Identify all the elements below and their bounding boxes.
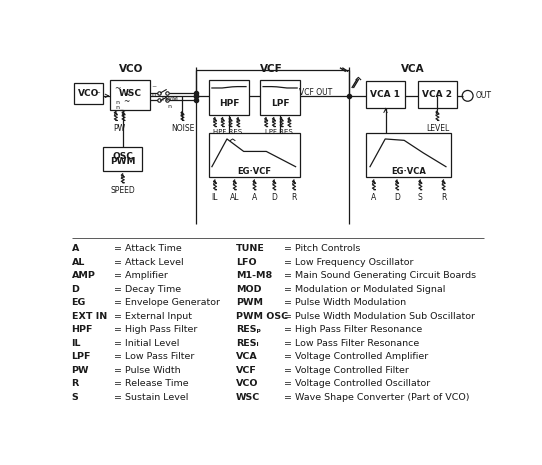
Text: HPF RES.: HPF RES. [213,129,244,135]
Text: = Pulse Width Modulation: = Pulse Width Modulation [284,299,406,307]
Text: PWM: PWM [236,299,263,307]
Text: PW: PW [72,366,89,375]
Text: WSC: WSC [236,392,260,402]
Bar [209,80,249,115]
Text: IL: IL [212,193,218,202]
Text: VCF: VCF [260,64,283,73]
Text: ~: ~ [124,98,130,106]
Text: R: R [72,379,79,388]
Text: PW: PW [113,124,125,133]
Text: = Envelope Generator: = Envelope Generator [114,299,220,307]
Text: MOD: MOD [236,285,261,294]
Text: RESₗ: RESₗ [236,339,259,348]
Text: LPF: LPF [72,352,91,361]
Text: n: n [152,92,156,97]
Bar [74,83,104,104]
Text: NOISE: NOISE [171,124,194,133]
Text: S: S [418,193,423,202]
Text: RESₚ: RESₚ [236,326,261,334]
Text: S: S [72,392,79,402]
Text: WSC: WSC [118,89,141,98]
Text: VCA 2: VCA 2 [422,90,453,99]
Text: EG: EG [72,299,86,307]
Text: TUNE: TUNE [236,245,265,253]
Bar [260,80,300,115]
Text: A: A [72,245,79,253]
Text: OUT: OUT [475,91,492,100]
Text: D: D [394,193,400,202]
Text: = Wave Shape Converter (Part of VCO): = Wave Shape Converter (Part of VCO) [284,392,469,402]
Text: AMP: AMP [72,272,95,280]
Text: = Modulation or Modulated Signal: = Modulation or Modulated Signal [284,285,446,294]
Text: VCO: VCO [119,64,144,73]
Text: AL: AL [230,193,240,202]
Text: D: D [272,193,277,202]
Bar [366,81,405,108]
Text: = Pulse Width Modulation Sub Oscillator: = Pulse Width Modulation Sub Oscillator [284,312,475,321]
Text: = Release Time: = Release Time [114,379,189,388]
Text: R: R [441,193,446,202]
Text: VCF OUT: VCF OUT [299,88,332,97]
Text: = Voltage Controlled Amplifier: = Voltage Controlled Amplifier [284,352,428,361]
Text: = Sustain Level: = Sustain Level [114,392,189,402]
Text: HPF: HPF [72,326,93,334]
Text: ~: ~ [114,84,120,93]
Text: LPF RES.: LPF RES. [265,129,295,135]
Text: = Initial Level: = Initial Level [114,339,179,348]
Text: VCA: VCA [236,352,257,361]
Text: OSC: OSC [112,152,133,160]
Text: = Amplifier: = Amplifier [114,272,168,280]
Text: ~: ~ [94,90,100,96]
Text: = Pulse Width: = Pulse Width [114,366,181,375]
Text: D: D [72,285,80,294]
Bar [109,80,150,110]
Text: = Low Pass Filter Resonance: = Low Pass Filter Resonance [284,339,419,348]
Text: = External Input: = External Input [114,312,192,321]
Text: ~: ~ [124,90,130,99]
Text: EXT IN: EXT IN [72,312,107,321]
Text: n: n [115,105,119,110]
Text: A: A [252,193,257,202]
Text: AL: AL [72,258,85,267]
Text: = High Pass Filter: = High Pass Filter [114,326,198,334]
Text: VCA 1: VCA 1 [371,90,401,99]
Text: M1-M8: M1-M8 [236,272,272,280]
Text: LEVEL: LEVEL [426,124,449,133]
Text: = High Pass Filter Resonance: = High Pass Filter Resonance [284,326,422,334]
Text: = Decay Time: = Decay Time [114,285,182,294]
Text: LFO: LFO [236,258,256,267]
Bar [418,81,457,108]
Text: IL: IL [72,339,81,348]
Text: LPF: LPF [271,99,289,108]
Text: = Attack Level: = Attack Level [114,258,184,267]
Text: PWM: PWM [162,96,178,102]
Text: SPEED: SPEED [111,186,135,195]
Text: = Attack Time: = Attack Time [114,245,182,253]
Text: = Voltage Controlled Filter: = Voltage Controlled Filter [284,366,409,375]
Bar [104,146,142,171]
Bar [366,133,451,178]
Text: PWM OSC: PWM OSC [236,312,288,321]
Text: = Low Frequency Oscillator: = Low Frequency Oscillator [284,258,414,267]
Text: n: n [115,100,119,105]
Bar [209,133,300,178]
Text: = Voltage Controlled Oscillator: = Voltage Controlled Oscillator [284,379,430,388]
Text: HPF: HPF [219,99,239,108]
Text: EG·VCF: EG·VCF [237,167,272,176]
Text: ~: ~ [151,84,157,89]
Text: = Low Pass Filter: = Low Pass Filter [114,352,195,361]
Text: PWM: PWM [110,157,136,166]
Text: VCO: VCO [78,89,99,98]
Text: VCO: VCO [236,379,259,388]
Text: VCF: VCF [236,366,257,375]
Text: R: R [292,193,296,202]
Text: n: n [167,104,172,109]
Text: = Main Sound Generating Circuit Boards: = Main Sound Generating Circuit Boards [284,272,476,280]
Text: EG·VCA: EG·VCA [391,167,426,176]
Text: A: A [371,193,377,202]
Text: VCA: VCA [401,64,424,73]
Text: = Pitch Controls: = Pitch Controls [284,245,360,253]
